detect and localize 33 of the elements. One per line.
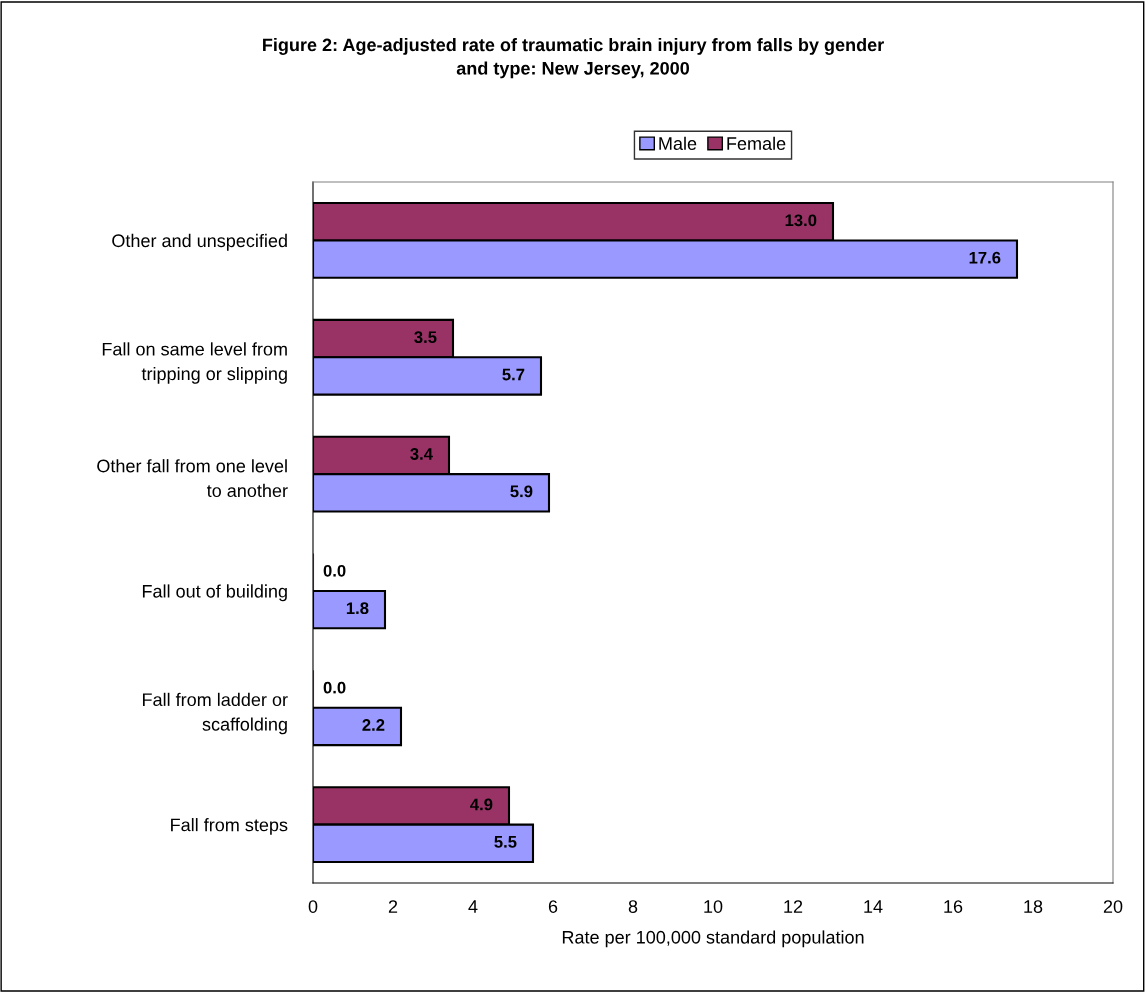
legend-label: Male: [659, 136, 697, 150]
data-label: 4.9: [470, 798, 493, 811]
x-tick-label: 18: [1024, 900, 1043, 913]
data-label: 1.8: [346, 602, 369, 615]
y-tick-label: Fall from ladder or scaffolding: [142, 692, 288, 735]
y-tick-label: Fall on same level from tripping or slipping: [102, 342, 287, 384]
data-label: 0.0: [323, 564, 346, 577]
x-tick-label: 2: [388, 900, 398, 913]
chart-title: Figure 2: Age-adjusted rate of traumatic brain injury from falls by gender and type: New Jersey, 2000: [263, 38, 884, 79]
data-label: 3.5: [414, 331, 437, 344]
legend-label: Female: [727, 136, 786, 150]
x-tick-label: 0: [308, 900, 318, 913]
y-tick-label: Fall out of building: [142, 584, 287, 602]
data-label: 5.7: [502, 368, 525, 381]
data-label: 13.0: [785, 214, 817, 227]
data-label: 3.4: [410, 448, 433, 460]
x-tick-label: 8: [628, 900, 638, 913]
x-tick-label: 6: [548, 900, 558, 913]
data-label: 2.2: [362, 719, 385, 731]
x-axis-title: Rate per 100,000 standard population: [562, 930, 864, 948]
y-tick-label: Other and unspecified: [112, 233, 287, 251]
y-tick-label: Other fall from one level to another: [97, 459, 288, 498]
data-label: 0.0: [323, 681, 346, 694]
y-tick-label: Fall from steps: [171, 818, 288, 835]
x-tick-label: 12: [784, 900, 803, 913]
data-label: 17.6: [969, 251, 1001, 264]
data-label: 5.5: [494, 836, 517, 848]
x-tick-label: 10: [704, 900, 723, 913]
x-tick-label: 16: [944, 900, 963, 913]
x-tick-label: 14: [864, 900, 883, 913]
data-label: 5.9: [510, 485, 533, 498]
x-tick-label: 4: [468, 900, 478, 913]
x-tick-label: 20: [1103, 900, 1123, 913]
